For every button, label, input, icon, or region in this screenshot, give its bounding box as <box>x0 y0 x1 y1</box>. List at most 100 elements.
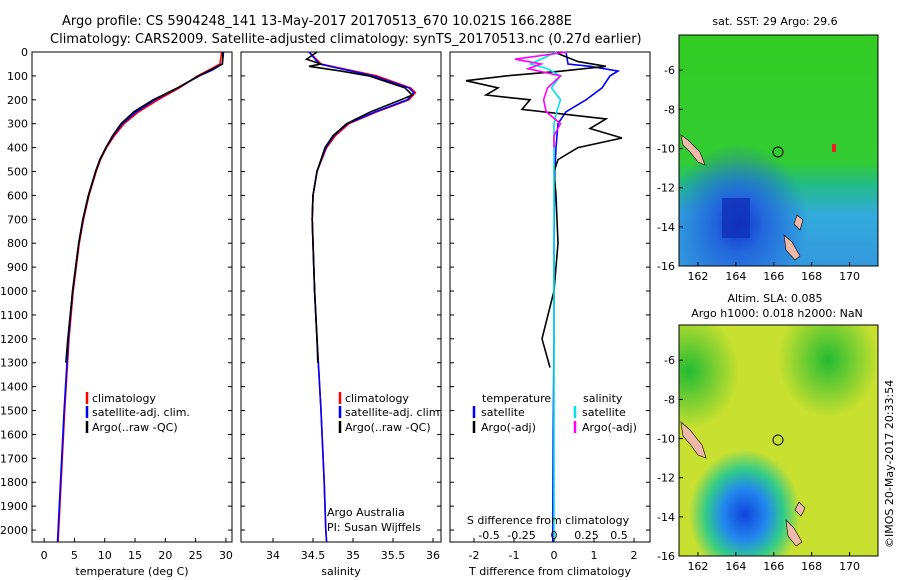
series-line-satellite-adj-clim <box>56 51 225 543</box>
temperature-legend: climatology satellite-adj. clim. Argo(..… <box>85 392 190 434</box>
map-y-tick-label: -6 <box>664 354 675 367</box>
map-x-tick-label: 164 <box>725 560 746 573</box>
x-tick-label-salinity: 0 <box>551 529 558 542</box>
map-x-tick-label: 166 <box>763 270 784 283</box>
y-tick-label: 700 <box>7 213 28 226</box>
sst-map-frame <box>678 34 879 267</box>
differences-plot <box>465 51 623 543</box>
y-tick-label: 900 <box>7 261 28 274</box>
header-line2: Climatology: CARS2009. Satellite-adjuste… <box>50 32 642 47</box>
differences-xlabel-top: S difference from climatology <box>467 514 630 527</box>
island-shape <box>785 519 803 547</box>
sla-map-frame <box>678 324 879 557</box>
legend-label-t-satellite: satellite <box>481 406 525 419</box>
credit-text: ©IMOS 20-May-2017 20:33:54 <box>883 380 896 548</box>
x-tick-label: 34 <box>266 549 280 562</box>
salinity-xlabel: salinity <box>321 565 361 578</box>
temperature-xlabel: temperature (deg C) <box>75 565 188 578</box>
x-tick-label: 10 <box>98 549 112 562</box>
legend-label-satellite: satellite-adj. clim. <box>92 406 190 419</box>
island-shape <box>793 214 804 231</box>
map-y-tick-label: -8 <box>664 103 675 116</box>
series-line-satellite-adj-clim <box>308 51 415 543</box>
series-line-s-argo-adj <box>514 51 568 148</box>
salinity-legend: climatology satellite-adj. clim. Argo(..… <box>327 392 443 534</box>
x-tick-label: 36 <box>426 549 440 562</box>
x-tick-label: 0 <box>41 549 48 562</box>
y-tick-label: 500 <box>7 166 28 179</box>
salinity-plot <box>304 51 417 543</box>
y-tick-label: 1700 <box>0 452 28 465</box>
map-y-tick-label: -14 <box>657 511 675 524</box>
y-tick-label: 100 <box>7 70 28 83</box>
differences-axes <box>449 51 651 543</box>
series-line-argo-raw-qc <box>65 51 224 363</box>
series-line-climatology <box>57 51 223 543</box>
map-y-tick-label: -12 <box>657 472 675 485</box>
island-shape <box>680 134 706 166</box>
annotation-pi: PI: Susan Wijffels <box>327 521 421 534</box>
sst-map-title: sat. SST: 29 Argo: 29.6 <box>712 15 837 28</box>
y-tick-label: 600 <box>7 189 28 202</box>
x-tick-label: 34.5 <box>301 549 326 562</box>
y-tick-label: 1400 <box>0 381 28 394</box>
x-tick-label: 30 <box>219 549 233 562</box>
differences-legend: temperature satellite Argo(-adj) salinit… <box>472 392 637 434</box>
sla-map <box>678 324 879 557</box>
y-tick-label: 1100 <box>0 309 28 322</box>
map-y-tick-label: -10 <box>657 433 675 446</box>
y-tick-label: 1000 <box>0 285 28 298</box>
map-y-tick-label: -8 <box>664 393 675 406</box>
legend-label-satellite: satellite-adj. clim. <box>345 406 443 419</box>
series-line-t-satellite <box>551 51 621 543</box>
map-x-tick-label: 170 <box>839 270 860 283</box>
y-tick-label: 1200 <box>0 333 28 346</box>
sst-map <box>678 34 879 267</box>
y-tick-label: 1600 <box>0 428 28 441</box>
map-y-tick-label: -14 <box>657 221 675 234</box>
map-y-tick-label: -10 <box>657 143 675 156</box>
y-tick-label: 300 <box>7 118 28 131</box>
x-tick-label: 0 <box>551 549 558 562</box>
x-tick-label: -2 <box>469 549 480 562</box>
warm-pixel <box>832 144 836 152</box>
map-x-tick-label: 168 <box>801 270 822 283</box>
legend-label-s-argo: Argo(-adj) <box>582 421 637 434</box>
map-y-tick-label: -16 <box>657 260 675 273</box>
legend-label-s-satellite: satellite <box>582 406 626 419</box>
map-y-tick-label: -16 <box>657 550 675 563</box>
legend-label-t-argo: Argo(-adj) <box>481 421 536 434</box>
argo-position-marker <box>772 434 784 446</box>
y-tick-label: 800 <box>7 237 28 250</box>
y-tick-label: 1800 <box>0 476 28 489</box>
legend-title-salinity: salinity <box>583 392 623 405</box>
island-shape <box>794 501 806 517</box>
map-x-tick-label: 166 <box>763 560 784 573</box>
series-line-climatology <box>308 51 417 543</box>
map-x-tick-label: 170 <box>839 560 860 573</box>
y-tick-label: 200 <box>7 94 28 107</box>
sst-cool-patch <box>679 35 878 266</box>
sla-map-subtitle: Argo h1000: 0.018 h2000: NaN <box>691 307 863 320</box>
sla-low-patch <box>679 325 878 556</box>
temperature-plot <box>56 51 225 543</box>
map-y-tick-label: -12 <box>657 182 675 195</box>
x-tick-label: 35.5 <box>381 549 406 562</box>
legend-label-argo: Argo(..raw -QC) <box>345 421 431 434</box>
x-tick-label-salinity: 0.25 <box>574 529 599 542</box>
x-tick-label: 1 <box>591 549 598 562</box>
map-x-tick-label: 162 <box>687 560 708 573</box>
y-tick-label: 1500 <box>0 405 28 418</box>
sst-cold-core <box>722 198 750 238</box>
x-tick-label-salinity: -0.25 <box>507 529 535 542</box>
map-ticks: 162 164 166 168 170 -6 -8 -10 -12 -14 -16 162 164 166… <box>657 64 860 573</box>
legend-title-temperature: temperature <box>482 392 551 405</box>
map-y-tick-label: -6 <box>664 64 675 77</box>
y-tick-label: 1900 <box>0 500 28 513</box>
map-x-tick-label: 164 <box>725 270 746 283</box>
differences-xlabel: T difference from climatology <box>468 565 631 578</box>
map-x-tick-label: 168 <box>801 560 822 573</box>
map-x-tick-label: 162 <box>687 270 708 283</box>
x-tick-label: 15 <box>128 549 142 562</box>
